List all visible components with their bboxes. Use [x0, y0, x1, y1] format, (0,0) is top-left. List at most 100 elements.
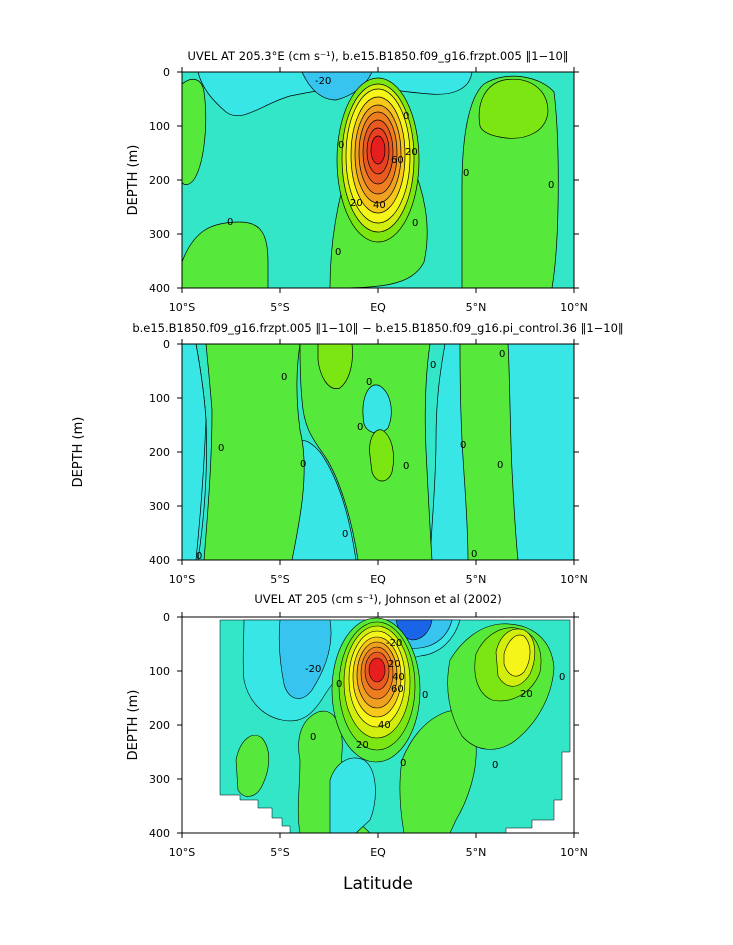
panel-3-cyan-south: [329, 757, 376, 833]
panel-3-x-tick-label: 5°S: [270, 846, 289, 859]
panel-3-contour-labels: -20 -20 20 40 60 40 20 20 0 0 0 0 0 0: [305, 638, 565, 771]
panel-3-x-tick-label: 5°N: [466, 846, 487, 859]
panel-2-x-tick-label: 10°N: [560, 573, 588, 586]
panel-3-field: [219, 617, 571, 833]
panel-3-contour-label-60: 60: [391, 684, 404, 695]
panel-1-contour-label: 0: [463, 168, 469, 179]
panel-3-blue-northwest: [278, 619, 332, 699]
panel-3-x-tick-label: 10°N: [560, 846, 588, 859]
panel-2-y-tick-label: 100: [149, 392, 170, 405]
panel-2-cyan-west: [182, 344, 207, 560]
panel-3-contour-label-20: 20: [356, 740, 369, 751]
panel-2-green-patch-north: [317, 344, 353, 389]
panel-1-negative-core: [301, 72, 373, 101]
panel-2-contour-labels: 0 0 0 0 0 0 0 0 0 0 0 0 0: [196, 349, 505, 562]
panel-3-contour-label-20: 20: [388, 659, 401, 670]
panel-3-y-tick-labels: 0 100 200 300 400: [149, 611, 170, 840]
panel-2-x-tick-label: 5°S: [270, 573, 289, 586]
panel-1-x-tick-label: 10°S: [169, 301, 195, 314]
panel-2-ticks: [177, 339, 579, 565]
panel-1-x-tick-label: 5°N: [466, 301, 487, 314]
panel-1-jet-core: [336, 77, 420, 243]
panel-1-y-tick-label: 0: [163, 66, 170, 79]
panel-2-y-tick-label: 0: [163, 338, 170, 351]
panel-2-contour-label: 0: [471, 549, 477, 560]
panel-1-x-tick-label: EQ: [370, 301, 386, 314]
panel-2-contour-label: 0: [218, 443, 224, 454]
panel-1-ticks: [177, 67, 579, 293]
panel-2-title: b.e15.B1850.f09_g16.frzpt.005 ‖1−10‖ − b…: [132, 321, 623, 335]
panel-3-y-tick-label: 200: [149, 719, 170, 732]
panel-3-y-tick-label: 300: [149, 773, 170, 786]
panel-2-x-tick-label: EQ: [370, 573, 386, 586]
panel-2-contour-label: 0: [366, 377, 372, 388]
panel-2-contour-label: 0: [342, 529, 348, 540]
panel-2-contour-label: 0: [460, 440, 466, 451]
panel-2-contour-label: 0: [196, 551, 202, 562]
panel-1-contour-label: 0: [412, 218, 418, 229]
panel-1-contour-label: 0: [335, 247, 341, 258]
panel-2-contour-label: 0: [300, 459, 306, 470]
panel-1-contour-label-60: 60: [391, 155, 404, 166]
panel-3-x-tick-label: EQ: [370, 846, 386, 859]
panel-2-y-axis-label: DEPTH (m): [71, 417, 86, 488]
panel-3-x-tick-labels: 10°S 5°S EQ 5°N 10°N: [169, 846, 588, 859]
panel-3-title: UVEL AT 205 (cm s⁻¹), Johnson et al (200…: [254, 592, 501, 606]
panel-3-y-tick-label: 100: [149, 665, 170, 678]
panel-3-ticks: [177, 612, 579, 838]
panel-2-contour-label: 0: [357, 422, 363, 433]
panel-2-green-east: [459, 344, 519, 560]
panel-2-x-tick-labels: 10°S 5°S EQ 5°N 10°N: [169, 573, 588, 586]
panel-1-contour-label-20: 20: [405, 147, 418, 158]
panel-2-field: [182, 344, 574, 560]
panel-2-contour-label: 0: [430, 360, 436, 371]
panel-1-contour-label-20: 20: [350, 198, 363, 209]
panel-2-green-center: [299, 344, 433, 560]
panel-2-contour-label: 0: [403, 461, 409, 472]
panel-3-contour-label: 0: [492, 760, 498, 771]
panel-2-y-tick-label: 200: [149, 446, 170, 459]
panel-3-contour-label-neg20: -20: [305, 664, 321, 675]
panel-1-y-tick-label: 300: [149, 228, 170, 241]
panel-1-x-tick-label: 5°S: [270, 301, 289, 314]
panel-3-y-axis-label: DEPTH (m): [126, 690, 141, 761]
panel-2-green-west: [203, 344, 305, 560]
panel-3-contour-label-40: 40: [392, 672, 405, 683]
panel-3-y-tick-label: 400: [149, 827, 170, 840]
panel-2-y-tick-labels: 0 100 200 300 400: [149, 338, 170, 567]
panel-1-contour-label-40: 40: [373, 200, 386, 211]
panel-1-y-axis-label: DEPTH (m): [126, 145, 141, 216]
panel-2-x-tick-label: 10°S: [169, 573, 195, 586]
panel-2-y-tick-label: 300: [149, 500, 170, 513]
panel-2-green-core: [369, 429, 394, 482]
panel-1-x-tick-labels: 10°S 5°S EQ 5°N 10°N: [169, 301, 588, 314]
panel-2-contour-label: 0: [497, 460, 503, 471]
panel-3-green-southeast: [399, 710, 477, 833]
panel-1-contour-label: 0: [403, 111, 409, 122]
panel-3-contour-label: 0: [559, 672, 565, 683]
panel-3-contour-label-neg20: -20: [386, 638, 402, 649]
panel-1-y-tick-label: 200: [149, 174, 170, 187]
panel-1: UVEL AT 205.3°E (cm s⁻¹), b.e15.B1850.f0…: [126, 49, 588, 314]
panel-1-y-tick-label: 100: [149, 120, 170, 133]
panel-1-title: UVEL AT 205.3°E (cm s⁻¹), b.e15.B1850.f0…: [187, 49, 568, 63]
panel-3-contour-label: 0: [336, 679, 342, 690]
panel-3-y-tick-label: 0: [163, 611, 170, 624]
panel-3-contour-label: 0: [422, 690, 428, 701]
panel-3-contour-label: 0: [400, 758, 406, 769]
panel-3-x-tick-label: 10°S: [169, 846, 195, 859]
panel-1-contour-label-neg20: -20: [315, 76, 331, 87]
panel-2-x-tick-label: 5°N: [466, 573, 487, 586]
panel-1-contour-label: 0: [548, 180, 554, 191]
panel-3-contour-label: 0: [310, 732, 316, 743]
panel-3-yellow-east-core: [503, 634, 531, 677]
panel-1-x-tick-label: 10°N: [560, 301, 588, 314]
panel-1-green-southwest: [182, 221, 269, 288]
panel-1-field: [182, 72, 574, 288]
panel-1-green-west: [182, 78, 207, 185]
panel-3-jet-core: [331, 617, 421, 763]
x-axis-label: Latitude: [343, 874, 413, 894]
panel-1-y-tick-labels: 0 100 200 300 400: [149, 66, 170, 295]
panel-2-contour-label: 0: [281, 372, 287, 383]
panel-3-green-west: [235, 734, 270, 797]
